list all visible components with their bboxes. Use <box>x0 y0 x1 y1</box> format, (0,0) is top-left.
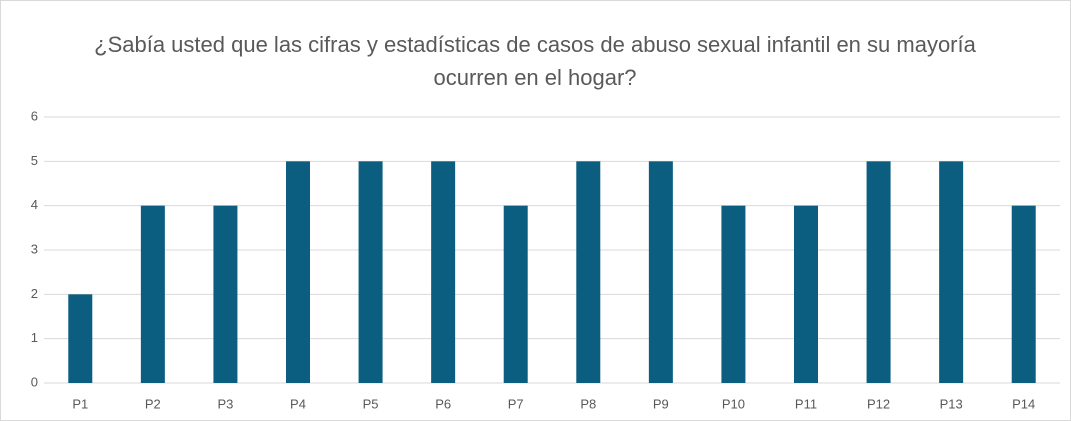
x-tick-label: P6 <box>435 396 451 411</box>
x-tick-label: P11 <box>795 396 817 411</box>
y-tick-label: 2 <box>31 286 38 301</box>
bar <box>1011 205 1036 383</box>
bar <box>721 205 746 383</box>
y-tick-label: 4 <box>31 197 38 212</box>
x-tick-label: P14 <box>1012 396 1035 411</box>
y-tick-label: 3 <box>31 241 38 256</box>
x-tick-label: P4 <box>290 396 306 411</box>
x-tick-label: P8 <box>580 396 596 411</box>
x-tick-label: P2 <box>145 396 161 411</box>
bar <box>939 161 964 383</box>
bar <box>358 161 383 383</box>
bar <box>68 294 93 383</box>
x-tick-label: P3 <box>217 396 233 411</box>
x-tick-label: P10 <box>722 396 745 411</box>
x-tick-label: P13 <box>940 396 963 411</box>
x-tick-label: P9 <box>653 396 669 411</box>
x-tick-label: P5 <box>363 396 379 411</box>
bar <box>140 205 165 383</box>
y-tick-label: 0 <box>31 374 38 389</box>
chart-title: ¿Sabía usted que las cifras y estadístic… <box>94 32 976 90</box>
y-tick-label: 5 <box>31 153 38 168</box>
bar <box>866 161 891 383</box>
bar <box>503 205 528 383</box>
bar <box>213 205 238 383</box>
x-tick-label: P12 <box>867 396 890 411</box>
bar <box>286 161 310 383</box>
bar <box>576 161 601 383</box>
bar <box>431 161 456 383</box>
x-tick-label: P1 <box>72 396 88 411</box>
y-tick-label: 1 <box>31 330 38 345</box>
bar <box>648 161 673 383</box>
y-tick-label: 6 <box>31 108 38 123</box>
x-tick-label: P7 <box>508 396 524 411</box>
bar <box>794 205 818 383</box>
